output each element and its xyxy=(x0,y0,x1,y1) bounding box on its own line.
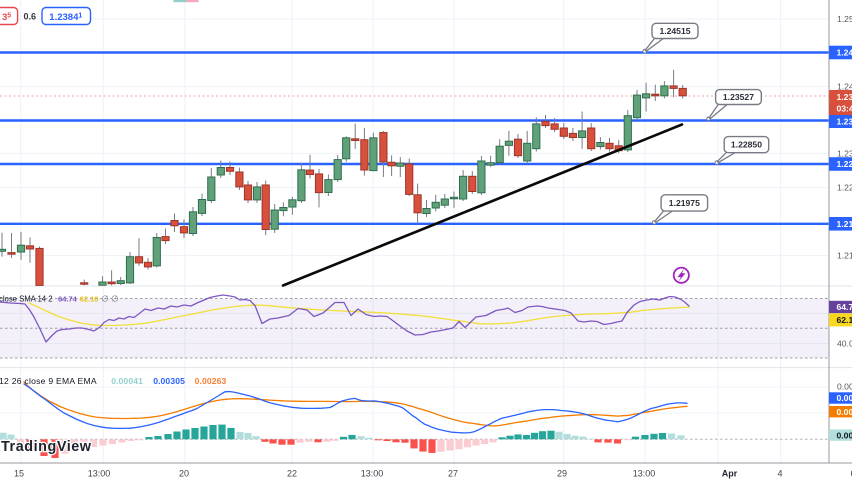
svg-text:1.23841: 1.23841 xyxy=(49,12,82,23)
svg-text:6: 6 xyxy=(850,469,852,479)
svg-text:0.00041: 0.00041 xyxy=(111,376,143,386)
svg-text:Apr: Apr xyxy=(722,469,738,479)
svg-text:1.2250: 1.2250 xyxy=(837,183,852,193)
svg-text:13:00: 13:00 xyxy=(633,469,656,479)
svg-text:0.00041: 0.00041 xyxy=(837,430,852,440)
svg-text:29: 29 xyxy=(557,469,567,479)
svg-text:0.00263: 0.00263 xyxy=(195,376,227,386)
svg-text:27: 27 xyxy=(448,469,458,479)
svg-text:64.74: 64.74 xyxy=(837,302,852,312)
svg-text:1.23527: 1.23527 xyxy=(837,116,852,126)
svg-text:1.23841: 1.23841 xyxy=(837,92,852,102)
svg-text:62.10: 62.10 xyxy=(837,315,852,325)
svg-text:4: 4 xyxy=(777,469,782,479)
svg-text:0.00263: 0.00263 xyxy=(837,407,852,417)
svg-text:13:00: 13:00 xyxy=(361,469,384,479)
svg-text:1.21975: 1.21975 xyxy=(837,219,852,229)
svg-text:62.10: 62.10 xyxy=(80,295,99,304)
svg-text:1.2500: 1.2500 xyxy=(837,14,852,24)
svg-text:03:42: 03:42 xyxy=(837,104,852,114)
svg-text:0.0040: 0.0040 xyxy=(837,382,852,392)
svg-text:0.00305: 0.00305 xyxy=(837,393,852,403)
svg-text:1.21975: 1.21975 xyxy=(669,198,700,208)
svg-text:1.24515: 1.24515 xyxy=(659,26,690,36)
svg-text:35: 35 xyxy=(2,12,11,23)
svg-text:20: 20 xyxy=(179,469,189,479)
svg-text:1.2150: 1.2150 xyxy=(837,251,852,261)
svg-text:1.22850: 1.22850 xyxy=(731,140,762,150)
svg-text:1.24515: 1.24515 xyxy=(837,48,852,58)
svg-text:15: 15 xyxy=(14,469,24,479)
svg-text:TradingView: TradingView xyxy=(1,439,92,455)
svg-text:1.23527: 1.23527 xyxy=(723,92,754,102)
svg-text:12 26 close 9 EMA EMA: 12 26 close 9 EMA EMA xyxy=(0,376,97,386)
svg-text:0.6: 0.6 xyxy=(24,12,37,22)
svg-text:1.22850: 1.22850 xyxy=(837,159,852,169)
svg-text:22: 22 xyxy=(287,469,297,479)
svg-text:13:00: 13:00 xyxy=(88,469,111,479)
svg-text:0.00305: 0.00305 xyxy=(153,376,185,386)
svg-text:1.2300: 1.2300 xyxy=(837,149,852,159)
svg-text:64.74: 64.74 xyxy=(58,295,78,304)
svg-text:1.2400: 1.2400 xyxy=(837,82,852,92)
svg-text:∅ ∅: ∅ ∅ xyxy=(101,294,119,304)
svg-text:close SMA 14 2: close SMA 14 2 xyxy=(0,295,52,304)
svg-text:40.00: 40.00 xyxy=(837,338,852,348)
